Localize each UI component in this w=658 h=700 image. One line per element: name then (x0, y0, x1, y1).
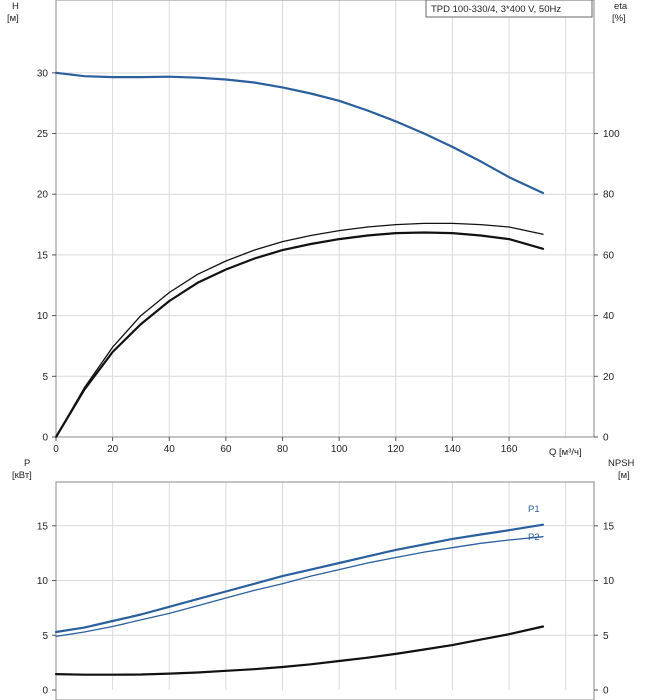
power-plot-frame (55, 481, 595, 700)
y-tick-label: 0 (42, 433, 48, 444)
y-tick-label-right: 100 (603, 129, 620, 140)
y-tick-label: 15 (37, 521, 49, 532)
eta-axis-label: eta (614, 1, 628, 12)
head-efficiency-panel: 0 5 10 15 20 25 30 0 20 40 60 80 100 0 20 40 60 80 100 12… (7, 0, 628, 458)
y-tick-label-right: 40 (603, 311, 615, 322)
y-tick-label: 10 (37, 576, 49, 587)
y-tick-label-right: 15 (603, 521, 615, 532)
power-axis-label: P (24, 458, 30, 469)
y-tick-label-right: 80 (603, 190, 615, 201)
y-tick-label: 5 (42, 631, 48, 642)
y-tick-label-right: 60 (603, 250, 615, 261)
eta-axis-unit: [%] (612, 13, 626, 24)
power-curves (54, 523, 545, 676)
power-axis-unit: [кВт] (12, 470, 32, 481)
power-npsh-panel: 0 5 10 15 0 5 10 15 P [кВт] NPSH [м] P1 P2 (12, 458, 635, 700)
y-tick-label: 10 (37, 311, 49, 322)
head-axis-unit: [м] (7, 13, 19, 24)
head-plot-frame (55, 0, 595, 438)
series-line-p1 (54, 523, 545, 634)
series-line-p2 (55, 536, 544, 638)
y-tick-label-right: 20 (603, 372, 615, 383)
chart-title: TPD 100-330/4, 3*400 V, 50Hz (431, 4, 561, 15)
y-tick-label: 5 (42, 372, 48, 383)
x-tick-label: 140 (444, 444, 461, 455)
y-tick-label-right: 10 (603, 576, 615, 587)
head-curves (54, 71, 545, 439)
x-tick-label: 20 (107, 444, 119, 455)
q-x-ticks: 0 20 40 60 80 100 120 140 160 (53, 437, 518, 455)
y-tick-label-right: 5 (603, 631, 609, 642)
head-axis-label: H (12, 1, 19, 12)
y-tick-label: 0 (42, 686, 48, 697)
series-line-efficiency-2 (54, 231, 545, 439)
npsh-axis-unit: [м] (618, 470, 630, 481)
y-tick-label-right: 0 (603, 433, 609, 444)
x-tick-label: 80 (277, 444, 289, 455)
head-grid (56, 0, 594, 437)
eta-y-ticks: 0 20 40 60 80 100 (594, 129, 620, 444)
y-tick-label: 30 (37, 68, 49, 79)
npsh-axis-label: NPSH (608, 458, 635, 469)
power-y-ticks: 0 5 10 15 (37, 521, 56, 697)
series-line-head (54, 71, 545, 195)
y-tick-label: 20 (37, 190, 49, 201)
power-grid (56, 482, 594, 690)
y-tick-label: 25 (37, 129, 49, 140)
series-line-npsh (54, 625, 545, 676)
q-axis-label: Q [м³/ч] (549, 447, 582, 458)
npsh-y-ticks: 0 5 10 15 (594, 521, 615, 697)
x-tick-label: 40 (164, 444, 176, 455)
x-tick-label: 120 (387, 444, 404, 455)
chart-title-box (425, 0, 593, 18)
y-tick-label: 15 (37, 250, 49, 261)
y-tick-label-right: 0 (603, 686, 609, 697)
series-line-efficiency-1 (55, 222, 544, 438)
series-label-p2: P2 (528, 532, 540, 543)
head-y-ticks: 0 5 10 15 20 25 30 (37, 68, 56, 444)
x-tick-label: 100 (331, 444, 348, 455)
x-tick-label: 0 (53, 444, 59, 455)
series-label-p1: P1 (528, 504, 540, 515)
x-tick-label: 60 (220, 444, 232, 455)
x-tick-label: 160 (501, 444, 518, 455)
